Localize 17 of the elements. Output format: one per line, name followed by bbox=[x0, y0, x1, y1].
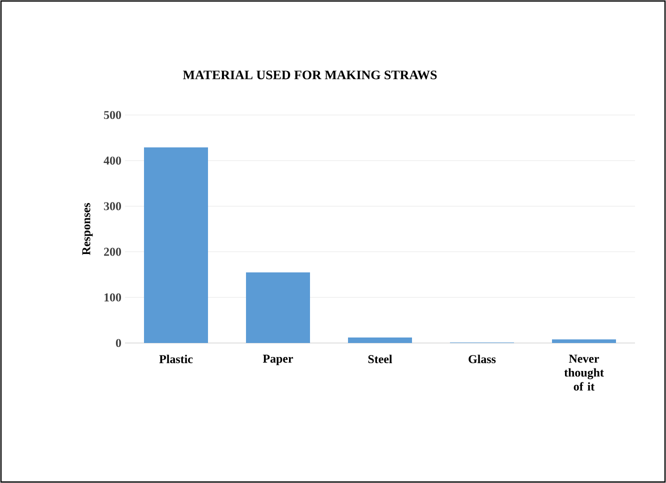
y-tick-label: 0 bbox=[116, 338, 122, 348]
y-axis-title: Responses bbox=[82, 203, 93, 256]
x-tick-label: Steel bbox=[368, 354, 392, 364]
y-tick-label: 200 bbox=[104, 248, 122, 256]
bar bbox=[246, 272, 310, 343]
x-tick-label: Paper bbox=[262, 354, 294, 366]
chart-title: MATERIAL USED FOR MAKING STRAWS bbox=[182, 70, 437, 80]
x-tick-label: Never thought of it bbox=[564, 354, 604, 391]
y-tick-label: 500 bbox=[104, 110, 122, 120]
bar bbox=[552, 339, 616, 343]
y-tick-label: 100 bbox=[104, 293, 122, 302]
x-tick-label: Plastic bbox=[159, 354, 193, 364]
y-tick-label: 400 bbox=[104, 156, 122, 165]
x-tick-label: Glass bbox=[468, 354, 496, 364]
bar bbox=[348, 338, 412, 343]
bar bbox=[144, 147, 208, 343]
y-tick-label: 300 bbox=[104, 202, 122, 210]
